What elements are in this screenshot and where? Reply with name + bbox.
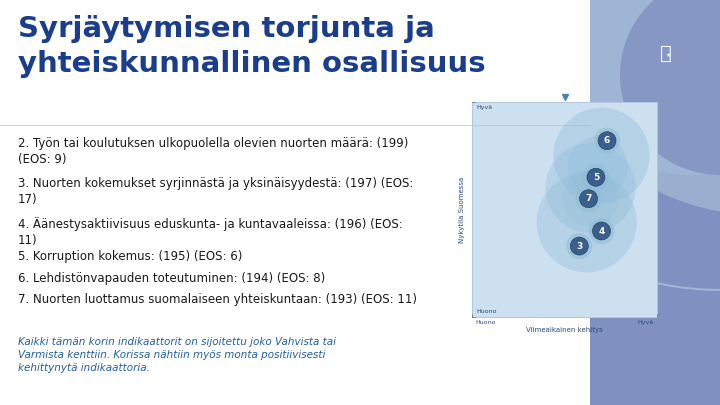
FancyBboxPatch shape — [472, 102, 657, 317]
Text: ★: ★ — [665, 53, 670, 58]
FancyBboxPatch shape — [0, 0, 590, 125]
Text: yhteiskunnallinen osallisuus: yhteiskunnallinen osallisuus — [18, 50, 485, 78]
FancyBboxPatch shape — [0, 125, 590, 405]
Circle shape — [594, 128, 620, 154]
Text: 🦁: 🦁 — [660, 43, 672, 62]
Circle shape — [554, 108, 649, 204]
Text: Huono: Huono — [475, 320, 495, 325]
Text: 7. Nuorten luottamus suomalaiseen yhteiskuntaan: (193) (EOS: 11): 7. Nuorten luottamus suomalaiseen yhteis… — [18, 293, 417, 306]
Text: 6. Lehdistönvapauden toteutuminen: (194) (EOS: 8): 6. Lehdistönvapauden toteutuminen: (194)… — [18, 272, 325, 285]
Circle shape — [593, 222, 611, 240]
Circle shape — [598, 132, 616, 150]
Circle shape — [562, 171, 618, 227]
Text: 2. Työn tai koulutuksen ulkopuolella olevien nuorten määrä: (199)
(EOS: 9): 2. Työn tai koulutuksen ulkopuolella ole… — [18, 137, 408, 166]
Text: Viimeaikainen kehitys: Viimeaikainen kehitys — [526, 327, 603, 333]
Circle shape — [546, 143, 635, 233]
Text: 7: 7 — [585, 194, 592, 203]
Text: Syrjäytymisen torjunta ja: Syrjäytymisen torjunta ja — [18, 15, 435, 43]
Circle shape — [567, 233, 593, 259]
Circle shape — [583, 164, 609, 190]
Circle shape — [536, 173, 636, 273]
Text: Huono: Huono — [476, 309, 497, 314]
Text: Hyvä: Hyvä — [638, 320, 654, 325]
Text: Kaikki tämän korin indikaattorit on sijoitettu joko Vahvista tai
Varmista kentti: Kaikki tämän korin indikaattorit on sijo… — [18, 337, 336, 373]
Circle shape — [560, 0, 720, 175]
Circle shape — [575, 186, 601, 212]
Circle shape — [570, 237, 588, 255]
Text: 6: 6 — [604, 136, 610, 145]
Circle shape — [568, 136, 628, 196]
Circle shape — [620, 0, 720, 175]
Text: 4: 4 — [598, 226, 605, 235]
Text: Nykytila Suomessa: Nykytila Suomessa — [459, 176, 465, 243]
Text: 3. Nuorten kokemukset syrjinnästä ja yksinäisyydestä: (197) (EOS:
17): 3. Nuorten kokemukset syrjinnästä ja yks… — [18, 177, 413, 207]
Text: 5. Korruption kokemus: (195) (EOS: 6): 5. Korruption kokemus: (195) (EOS: 6) — [18, 250, 243, 263]
Text: 5: 5 — [593, 173, 599, 182]
Circle shape — [530, 0, 720, 215]
Circle shape — [588, 218, 614, 244]
Text: 3: 3 — [576, 241, 582, 251]
Text: 4. Äänestysaktiivisuus eduskunta- ja kuntavaaleissa: (196) (EOS:
11): 4. Äänestysaktiivisuus eduskunta- ja kun… — [18, 217, 402, 247]
Circle shape — [587, 168, 605, 186]
Text: Hyvä: Hyvä — [476, 105, 492, 110]
FancyBboxPatch shape — [590, 0, 720, 405]
Circle shape — [580, 190, 598, 208]
